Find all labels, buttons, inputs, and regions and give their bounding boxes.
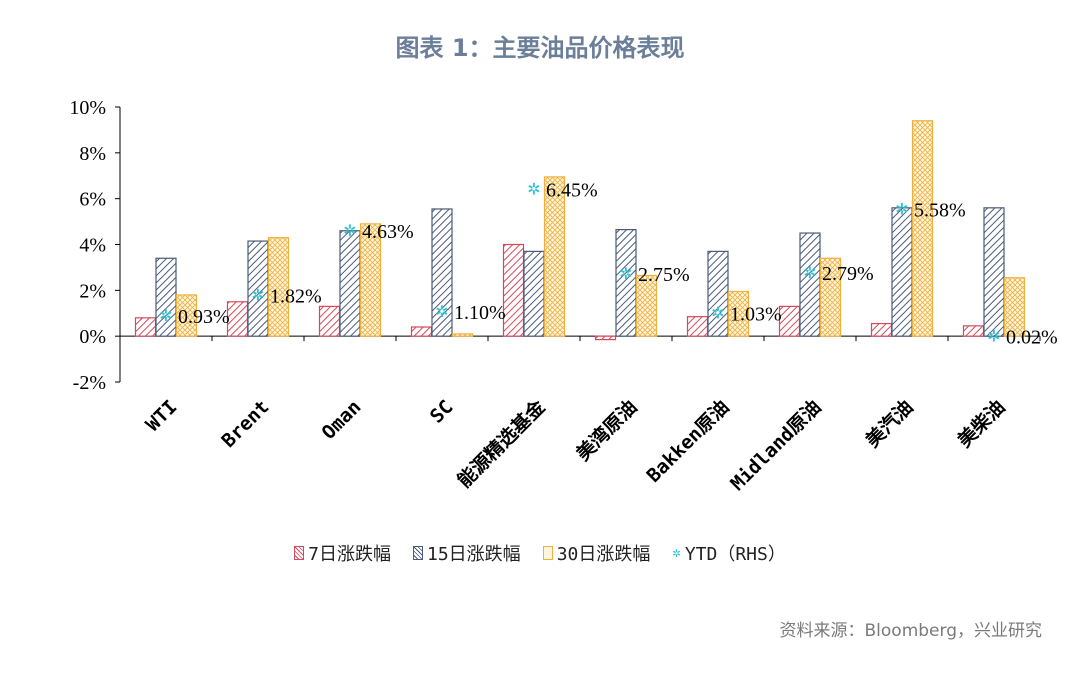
- legend-swatch-7d: [294, 546, 305, 560]
- legend-label-7d: 7日涨跌幅: [308, 544, 391, 565]
- bar-7日涨跌幅: [318, 305, 341, 337]
- bar-30日涨跌幅: [543, 176, 566, 337]
- ytd-marker: ✲: [435, 302, 448, 321]
- ytd-marker: ✲: [251, 285, 264, 304]
- bar-30日涨跌幅: [451, 333, 474, 337]
- x-tick-label: Brent: [218, 396, 274, 452]
- ytd-marker: ✲: [619, 264, 632, 283]
- legend-swatch-15d: [413, 546, 423, 560]
- bar-30日涨跌幅: [727, 290, 750, 337]
- x-tick-label: Midland原油: [726, 396, 825, 495]
- bar-30日涨跌幅: [819, 257, 842, 337]
- ytd-data-label: 0.02%: [1006, 327, 1058, 349]
- bar-30日涨跌幅: [1003, 277, 1026, 337]
- bar-30日涨跌幅: [911, 120, 934, 337]
- y-tick-label: 4%: [79, 235, 106, 257]
- x-tick-label: 美柴油: [953, 395, 1010, 452]
- bar-7日涨跌幅: [134, 317, 157, 337]
- ytd-marker: ✲: [803, 263, 816, 282]
- legend-item-ytd: ✲ YTD（RHS）: [672, 540, 785, 566]
- ytd-marker: ✲: [343, 221, 356, 240]
- y-tick-label: 8%: [79, 143, 106, 165]
- bar-7日涨跌幅: [594, 335, 617, 341]
- bar-15日涨跌幅: [983, 207, 1005, 337]
- legend-marker-ytd: ✲: [672, 545, 681, 561]
- legend-item-7d: 7日涨跌幅: [294, 540, 391, 566]
- ytd-data-label: 2.79%: [822, 263, 874, 285]
- y-tick-label: 2%: [79, 280, 106, 302]
- bar-7日涨跌幅: [226, 301, 249, 337]
- ytd-marker: ✲: [159, 306, 172, 325]
- ytd-marker: ✲: [987, 327, 1000, 346]
- legend-swatch-30d: [542, 546, 553, 560]
- bar-7日涨跌幅: [778, 305, 801, 337]
- bar-15日涨跌幅: [891, 207, 913, 337]
- x-tick-label: 能源精选基金: [453, 395, 551, 493]
- legend-label-30d: 30日涨跌幅: [556, 544, 651, 565]
- bar-15日涨跌幅: [707, 250, 729, 337]
- bar-7日涨跌幅: [962, 325, 985, 337]
- legend-item-15d: 15日涨跌幅: [413, 540, 521, 566]
- bar-15日涨跌幅: [431, 208, 453, 337]
- legend-label-ytd: YTD（RHS）: [684, 544, 786, 565]
- x-tick-label: SC: [426, 396, 458, 428]
- y-tick-label: 0%: [79, 326, 106, 348]
- x-tick-label: 美湾原油: [572, 395, 642, 465]
- bar-15日涨跌幅: [339, 230, 361, 337]
- bar-7日涨跌幅: [686, 316, 709, 337]
- ytd-data-label: 6.45%: [546, 179, 598, 201]
- bar-15日涨跌幅: [523, 250, 545, 337]
- bar-30日涨跌幅: [267, 237, 290, 337]
- x-tick-label: 美汽油: [861, 395, 918, 452]
- bar-7日涨跌幅: [502, 243, 525, 337]
- ytd-marker: ✲: [895, 199, 908, 218]
- legend-item-30d: 30日涨跌幅: [542, 540, 651, 566]
- y-tick-label: 6%: [79, 189, 106, 211]
- chart-title: 图表 1：主要油品价格表现: [395, 34, 685, 62]
- chart-legend: 7日涨跌幅 15日涨跌幅 30日涨跌幅 ✲ YTD（RHS）: [0, 540, 1080, 566]
- bar-30日涨跌幅: [359, 223, 382, 337]
- ytd-data-label: 1.82%: [270, 285, 322, 307]
- bar-30日涨跌幅: [175, 294, 198, 337]
- x-tick-label: WTI: [142, 396, 182, 436]
- x-tick-label: Bakken原油: [643, 396, 734, 487]
- ytd-marker: ✲: [527, 179, 540, 198]
- ytd-marker: ✲: [711, 304, 724, 323]
- x-tick-label: Oman: [318, 396, 366, 444]
- bar-15日涨跌幅: [799, 232, 821, 337]
- bar-7日涨跌幅: [410, 326, 433, 337]
- bar-7日涨跌幅: [870, 322, 893, 337]
- y-tick-label: -2%: [73, 372, 106, 394]
- ytd-data-label: 1.10%: [454, 302, 506, 324]
- ytd-data-label: 0.93%: [178, 306, 230, 328]
- ytd-data-label: 4.63%: [362, 221, 414, 243]
- ytd-data-label: 5.58%: [914, 199, 966, 221]
- y-tick-label: 10%: [69, 97, 106, 119]
- ytd-data-label: 1.03%: [730, 304, 782, 326]
- bar-30日涨跌幅: [635, 274, 658, 337]
- source-note: 资料来源：Bloomberg，兴业研究: [779, 621, 1042, 641]
- legend-label-15d: 15日涨跌幅: [427, 544, 521, 565]
- ytd-data-label: 2.75%: [638, 264, 690, 286]
